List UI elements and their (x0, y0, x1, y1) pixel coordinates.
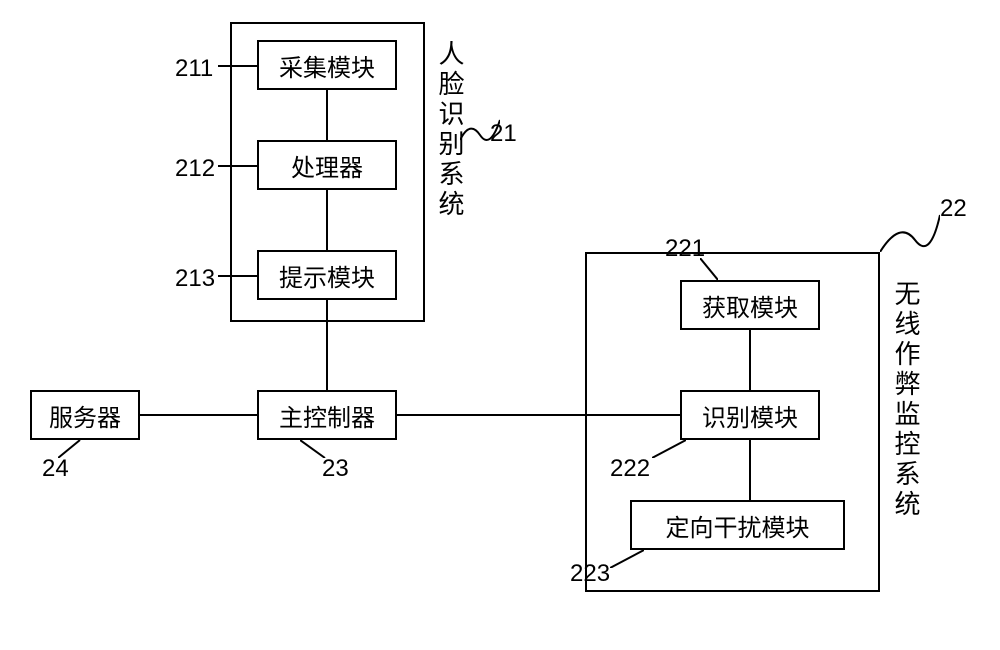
node-prompt-module: 提示模块 (257, 250, 397, 300)
node-label: 采集模块 (279, 48, 375, 83)
ref-leader (652, 440, 686, 458)
ref-number: 24 (42, 455, 69, 483)
ref-leader (610, 550, 644, 568)
node-label: 服务器 (49, 398, 121, 433)
ref-number: 22 (940, 195, 967, 223)
edge (140, 414, 257, 416)
ref-number: 21 (490, 120, 517, 148)
ref-number: 213 (175, 265, 215, 293)
node-capture-module: 采集模块 (257, 40, 397, 90)
node-label: 提示模块 (279, 258, 375, 293)
node-label: 定向干扰模块 (666, 508, 810, 543)
node-server: 服务器 (30, 390, 140, 440)
ref-leader (218, 65, 257, 67)
ref-number: 222 (610, 455, 650, 483)
node-label: 主控制器 (279, 398, 375, 433)
edge (749, 440, 751, 500)
ref-number: 221 (665, 235, 705, 263)
ref-number: 23 (322, 455, 349, 483)
node-acquire-module: 获取模块 (680, 280, 820, 330)
ref-number: 211 (175, 55, 213, 83)
node-label: 获取模块 (702, 288, 798, 323)
ref-leader (218, 275, 257, 277)
edge (749, 330, 751, 390)
container-22-label: 无线作弊监控系统 (888, 280, 925, 520)
node-label: 识别模块 (702, 398, 798, 433)
edge (326, 90, 328, 140)
node-recognize-module: 识别模块 (680, 390, 820, 440)
ref-number: 223 (570, 560, 610, 588)
node-processor: 处理器 (257, 140, 397, 190)
diagram-canvas: 人脸识别系统 无线作弊监控系统 采集模块 处理器 提示模块 服务器 主控制器 获… (0, 0, 1000, 650)
edge (397, 414, 680, 416)
ref-number: 212 (175, 155, 215, 183)
node-main-controller: 主控制器 (257, 390, 397, 440)
edge (326, 190, 328, 250)
edge (326, 300, 328, 390)
ref-leader (218, 165, 257, 167)
ref-leader-squiggle (880, 210, 940, 252)
node-jamming-module: 定向干扰模块 (630, 500, 845, 550)
node-label: 处理器 (291, 148, 363, 183)
